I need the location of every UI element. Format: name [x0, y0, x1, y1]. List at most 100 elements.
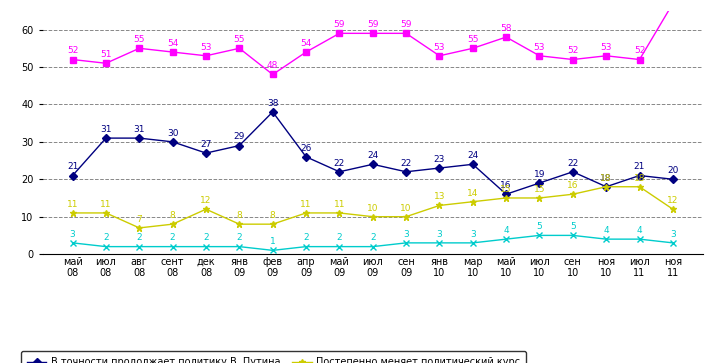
- Ведет совершенно новую политику: [235, 244, 244, 249]
- Text: 55: 55: [133, 35, 145, 44]
- Text: 26: 26: [300, 144, 312, 153]
- Ведет совершенно новую политику: [168, 244, 177, 249]
- Ведет совершенно новую политику: [402, 241, 410, 245]
- В основном продолжает политику В. Путина: [402, 31, 410, 36]
- Постепенно меняет политический курс: [602, 184, 611, 189]
- Text: 59: 59: [367, 20, 378, 29]
- Постепенно меняет политический курс: [435, 203, 444, 208]
- Text: 22: 22: [567, 159, 579, 168]
- Text: 2: 2: [236, 233, 242, 242]
- В основном продолжает политику В. Путина: [235, 46, 244, 50]
- В основном продолжает политику В. Путина: [602, 54, 611, 58]
- Text: 59: 59: [334, 20, 345, 29]
- Text: 53: 53: [534, 42, 545, 52]
- В основном продолжает политику В. Путина: [68, 57, 77, 62]
- Text: 18: 18: [601, 174, 612, 183]
- Text: 4: 4: [604, 226, 609, 235]
- В точности продолжает политику В. Путина: [535, 181, 544, 185]
- Text: 21: 21: [634, 162, 645, 171]
- Text: 11: 11: [300, 200, 312, 209]
- Ведет совершенно новую политику: [202, 244, 210, 249]
- Text: 8: 8: [236, 211, 242, 220]
- Text: 2: 2: [303, 233, 309, 242]
- Ведет совершенно новую политику: [435, 241, 444, 245]
- Text: 3: 3: [670, 230, 676, 239]
- Text: 2: 2: [136, 233, 142, 242]
- Line: В точности продолжает политику В. Путина: В точности продолжает политику В. Путина: [70, 109, 676, 197]
- Text: 10: 10: [367, 204, 378, 212]
- В основном продолжает политику В. Путина: [335, 31, 344, 36]
- Text: 5: 5: [570, 222, 576, 231]
- Text: 58: 58: [501, 24, 512, 33]
- Text: 11: 11: [67, 200, 78, 209]
- Text: 12: 12: [667, 196, 679, 205]
- Text: 29: 29: [234, 132, 245, 142]
- В основном продолжает политику В. Путина: [135, 46, 143, 50]
- Text: 3: 3: [70, 230, 75, 239]
- Text: 38: 38: [267, 99, 278, 108]
- Text: 51: 51: [100, 50, 111, 59]
- Text: 52: 52: [634, 46, 645, 56]
- Постепенно меняет политический курс: [135, 226, 143, 230]
- В точности продолжает политику В. Путина: [268, 110, 277, 114]
- Text: 23: 23: [434, 155, 445, 164]
- Ведет совершенно новую политику: [569, 233, 577, 237]
- В основном продолжает политику В. Путина: [168, 50, 177, 54]
- Ведет совершенно новую политику: [302, 244, 310, 249]
- Ведет совершенно новую политику: [368, 244, 377, 249]
- В точности продолжает политику В. Путина: [368, 162, 377, 167]
- Text: 11: 11: [100, 200, 111, 209]
- В точности продолжает политику В. Путина: [302, 155, 310, 159]
- Text: 18: 18: [601, 174, 612, 183]
- Text: 13: 13: [434, 192, 445, 201]
- Line: Ведет совершенно новую политику: Ведет совершенно новую политику: [70, 233, 676, 253]
- Ведет совершенно новую политику: [102, 244, 110, 249]
- Ведет совершенно новую политику: [535, 233, 544, 237]
- В основном продолжает политику В. Путина: [202, 54, 210, 58]
- В основном продолжает политику В. Путина: [669, 1, 677, 5]
- В точности продолжает политику В. Путина: [402, 170, 410, 174]
- В основном продолжает политику В. Путина: [435, 54, 444, 58]
- Text: 16: 16: [567, 181, 579, 190]
- В основном продолжает политику В. Путина: [469, 46, 477, 50]
- В основном продолжает политику В. Путина: [502, 35, 510, 39]
- Постепенно меняет политический курс: [168, 222, 177, 227]
- Постепенно меняет политический курс: [302, 211, 310, 215]
- Line: Постепенно меняет политический курс: Постепенно меняет политический курс: [69, 183, 677, 231]
- Ведет совершенно новую политику: [669, 241, 677, 245]
- В точности продолжает политику В. Путина: [202, 151, 210, 155]
- Line: В основном продолжает политику В. Путина: В основном продолжает политику В. Путина: [70, 1, 676, 77]
- Ведет совершенно новую политику: [335, 244, 344, 249]
- В основном продолжает политику В. Путина: [368, 31, 377, 36]
- Text: 2: 2: [103, 233, 109, 242]
- Постепенно меняет политический курс: [68, 211, 77, 215]
- В точности продолжает политику В. Путина: [135, 136, 143, 140]
- В точности продолжает политику В. Путина: [469, 162, 477, 167]
- Text: 52: 52: [67, 46, 78, 56]
- Text: 54: 54: [167, 39, 178, 48]
- В точности продолжает политику В. Путина: [602, 184, 611, 189]
- В точности продолжает политику В. Путина: [635, 174, 644, 178]
- Text: 5: 5: [537, 222, 542, 231]
- Text: 52: 52: [567, 46, 579, 56]
- Text: 3: 3: [437, 230, 442, 239]
- Text: 11: 11: [334, 200, 345, 209]
- Text: 8: 8: [170, 211, 175, 220]
- В основном продолжает политику В. Путина: [635, 57, 644, 62]
- В точности продолжает политику В. Путина: [569, 170, 577, 174]
- В точности продолжает политику В. Путина: [235, 143, 244, 148]
- Постепенно меняет политический курс: [268, 222, 277, 227]
- Text: 18: 18: [634, 174, 645, 183]
- Text: 7: 7: [136, 215, 142, 224]
- Ведет совершенно новую политику: [135, 244, 143, 249]
- Постепенно меняет политический курс: [368, 215, 377, 219]
- Постепенно меняет политический курс: [469, 200, 477, 204]
- Text: 14: 14: [467, 188, 479, 197]
- Text: 2: 2: [203, 233, 209, 242]
- Text: 10: 10: [400, 204, 412, 212]
- Text: 22: 22: [400, 159, 412, 168]
- Text: 67: 67: [0, 362, 1, 363]
- Text: 53: 53: [601, 42, 612, 52]
- В основном продолжает политику В. Путина: [302, 50, 310, 54]
- Text: 19: 19: [534, 170, 545, 179]
